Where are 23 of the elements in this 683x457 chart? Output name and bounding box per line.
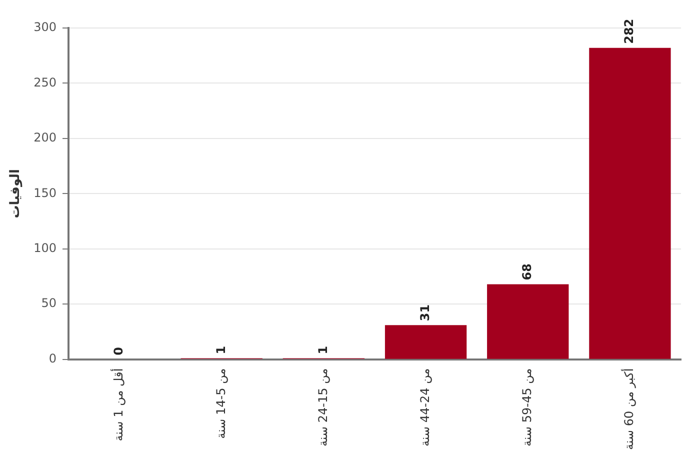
data-label: 31 <box>418 304 432 322</box>
y-tick-label: 150 <box>34 186 57 200</box>
data-label: 282 <box>622 18 636 44</box>
y-axis-title: الوفيات <box>8 169 24 218</box>
data-label: 1 <box>214 346 228 354</box>
x-tick-label: من 15-24 سنة <box>316 368 330 447</box>
data-label: 68 <box>520 264 534 280</box>
x-tick-label: أكبر من 60 سنة <box>621 368 636 450</box>
data-label: 1 <box>316 346 330 354</box>
y-tick-label: 50 <box>41 296 57 310</box>
x-tick-label: من 45-59 سنة <box>520 368 534 447</box>
x-tick-label: أقل من 1 سنة <box>110 368 126 442</box>
y-tick-label: 100 <box>34 241 57 256</box>
data-label: 0 <box>112 346 126 356</box>
bar <box>487 284 569 359</box>
x-tick-label: من 5-14 سنة <box>214 368 228 439</box>
x-tick-label: من 24-44 سنة <box>418 368 432 447</box>
y-tick-label: 0 <box>48 351 57 366</box>
y-tick-label: 250 <box>34 75 57 90</box>
y-tick-label: 200 <box>34 130 57 145</box>
bar <box>589 48 671 359</box>
bar <box>384 325 467 359</box>
y-tick-label: 300 <box>34 20 57 34</box>
